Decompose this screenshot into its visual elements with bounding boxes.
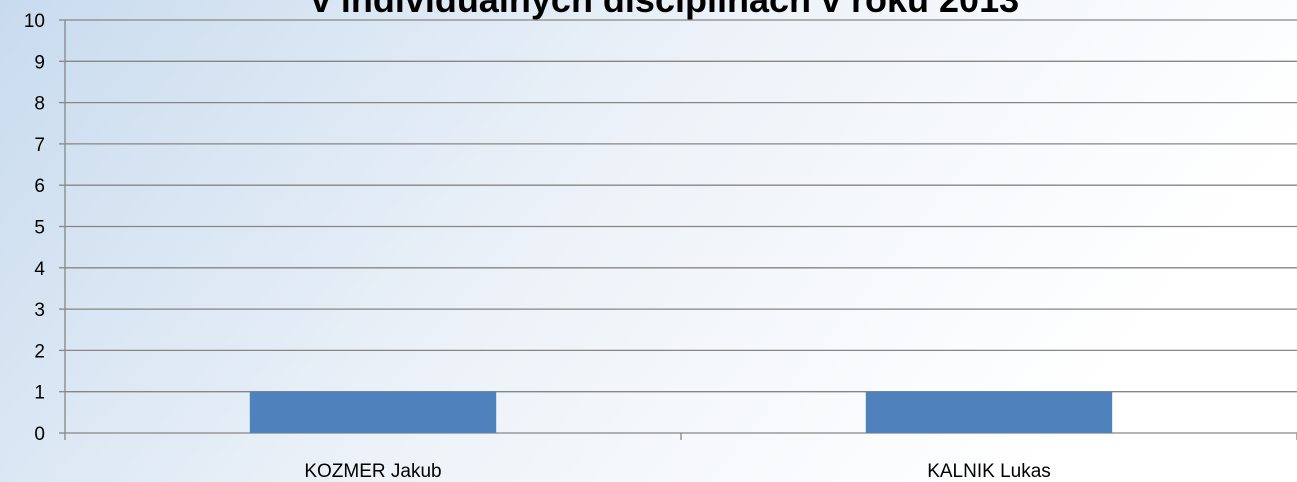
y-tick-label: 9 [34,52,45,73]
bar [865,391,1113,433]
y-tick-label: 3 [34,300,45,321]
chart-title: v individuálnych disciplínach v roku 201… [311,0,1019,20]
y-tick-label: 1 [34,383,45,404]
y-tick-label: 7 [34,135,45,156]
y-tick-label: 6 [34,176,45,197]
y-tick-label: 8 [34,94,45,115]
y-tick-label: 2 [34,341,45,362]
x-tick-label: KOZMER Jakub [304,461,441,482]
bar [249,391,497,433]
y-tick-label: 4 [34,259,45,280]
y-tick-label: 5 [34,218,45,239]
y-tick-label: 0 [34,424,45,445]
x-tick-label: KALNIK Lukas [927,461,1051,482]
y-tick-label: 10 [24,11,45,32]
